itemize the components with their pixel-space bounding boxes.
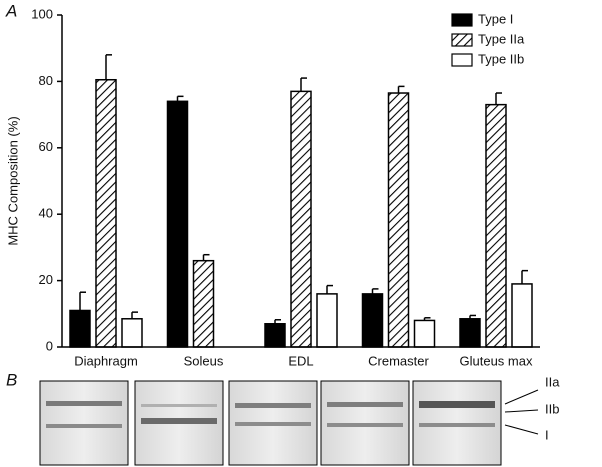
- y-tick-label: 60: [39, 139, 53, 154]
- y-axis-label: MHC Composition (%): [5, 116, 20, 245]
- y-tick-label: 40: [39, 206, 53, 221]
- x-tick-label: Soleus: [184, 353, 224, 368]
- y-tick-label: 100: [31, 6, 53, 21]
- x-tick-label: Diaphragm: [74, 353, 138, 368]
- x-tick-label: Cremaster: [368, 353, 429, 368]
- band-pointers: [504, 389, 539, 435]
- bar: [316, 293, 338, 348]
- legend-swatch: [451, 13, 473, 27]
- panel-label: A: [5, 1, 17, 20]
- panel-b: B IIa IIb I: [6, 370, 560, 466]
- bar: [511, 283, 533, 348]
- bar: [69, 309, 91, 348]
- bar: [459, 318, 481, 348]
- gel-bands: [46, 401, 495, 428]
- bar: [264, 323, 286, 348]
- y-tick-label: 20: [39, 272, 53, 287]
- legend-label: Type I: [478, 11, 513, 26]
- band-label: IIa: [545, 374, 560, 389]
- x-tick-label: Gluteus max: [460, 353, 533, 368]
- bar: [192, 259, 215, 348]
- band-label: I: [545, 427, 549, 442]
- legend-swatch: [451, 33, 473, 47]
- y-tick-label: 0: [46, 338, 53, 353]
- bar: [95, 78, 117, 348]
- bar: [485, 103, 507, 348]
- bar: [290, 90, 312, 348]
- bar: [387, 92, 410, 348]
- panel-label: B: [6, 370, 17, 389]
- bar: [413, 319, 436, 348]
- plot: 0 20 40 60 80 100 Diaphragm Soleus EDL Cremaster G…: [31, 6, 540, 368]
- legend-label: Type IIa: [478, 31, 525, 46]
- x-tick-label: EDL: [288, 353, 313, 368]
- y-tick-label: 80: [39, 73, 53, 88]
- bar: [121, 318, 143, 348]
- legend-swatch: [451, 53, 473, 67]
- bar: [361, 293, 384, 348]
- band-label: IIb: [545, 401, 559, 416]
- legend-label: Type IIb: [478, 51, 524, 66]
- bar: [166, 100, 189, 348]
